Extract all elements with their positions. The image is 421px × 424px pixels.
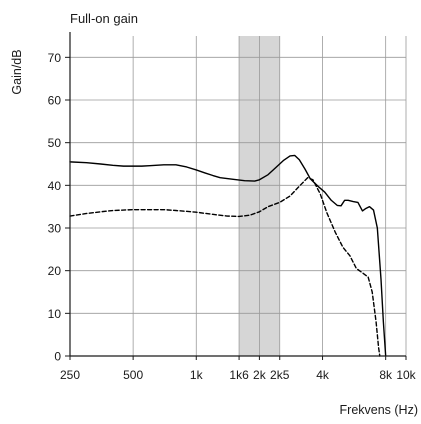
x-tick-label: 1k6 xyxy=(229,368,249,382)
gain-curve-solid xyxy=(69,154,387,357)
x-tick-label: 500 xyxy=(123,368,143,382)
x-tick-label: 1k xyxy=(190,368,204,382)
x-tick-label: 2k5 xyxy=(270,368,290,382)
x-tick-label: 250 xyxy=(60,368,80,382)
y-tick-label: 30 xyxy=(48,222,62,236)
y-tick-label: 60 xyxy=(48,94,62,108)
x-tick-label: 8k xyxy=(379,368,393,382)
gain-curve-dashed xyxy=(69,176,381,357)
x-tick-label: 2k xyxy=(253,368,267,382)
x-tick-label: 10k xyxy=(396,368,416,382)
x-tick-label: 4k xyxy=(316,368,330,382)
y-tick-label: 0 xyxy=(54,350,61,364)
y-axis-title: Gain/dB xyxy=(10,49,24,94)
x-axis-title: Frekvens (Hz) xyxy=(340,403,418,417)
y-tick-label: 40 xyxy=(48,179,62,193)
y-tick-label: 70 xyxy=(48,51,62,65)
chart-title: Full-on gain xyxy=(70,11,138,26)
y-tick-label: 20 xyxy=(48,264,62,278)
y-tick-label: 10 xyxy=(48,307,62,321)
y-tick-label: 50 xyxy=(48,136,62,150)
